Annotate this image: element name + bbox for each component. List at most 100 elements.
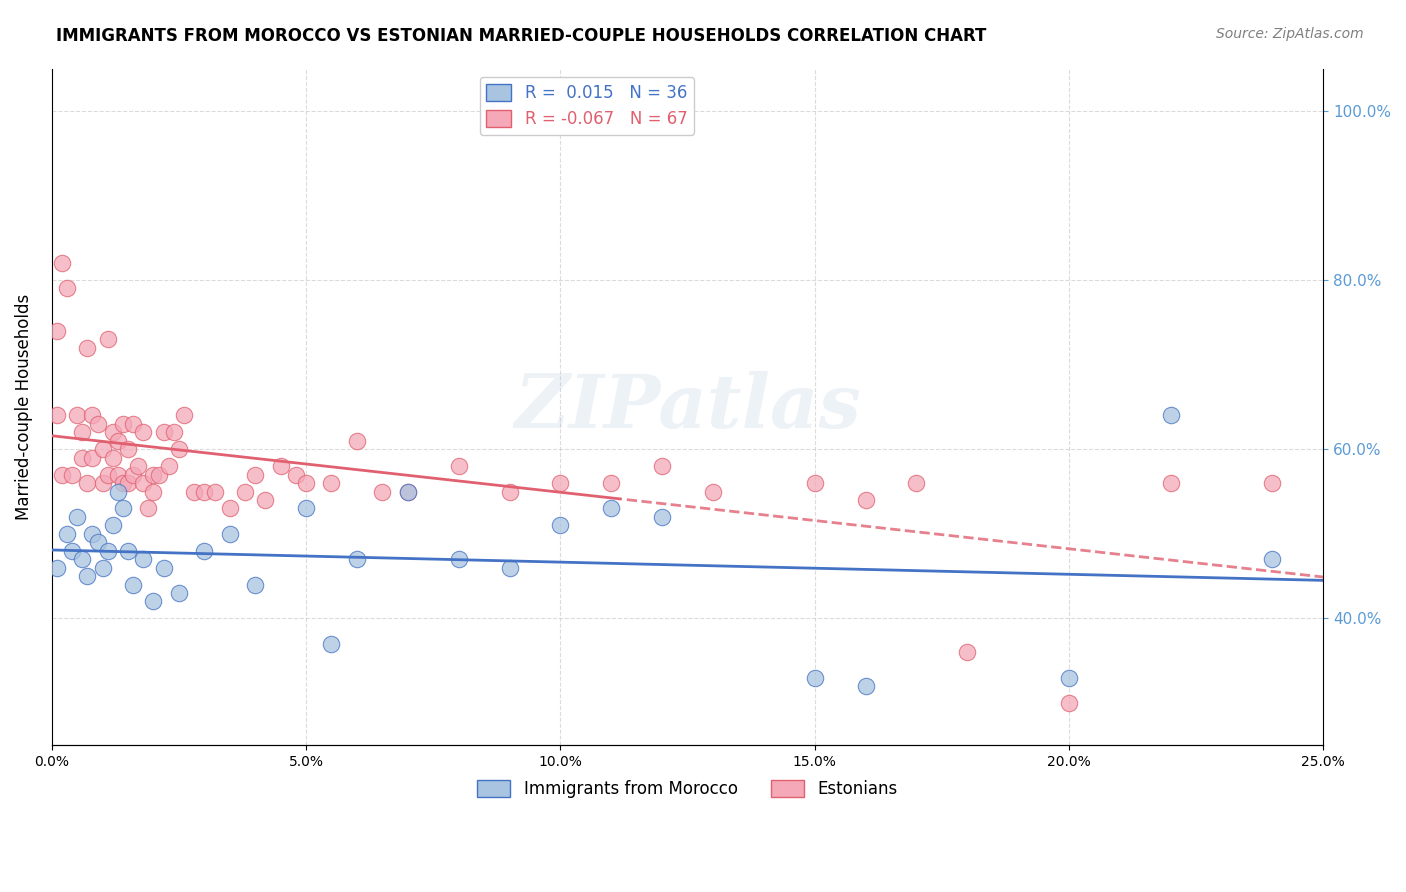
Point	[600, 476, 623, 491]
Point	[550, 518, 572, 533]
Point	[107, 467, 129, 482]
Point	[66, 509, 89, 524]
Point	[1261, 476, 1284, 491]
Point	[183, 484, 205, 499]
Point	[371, 484, 394, 499]
Point	[127, 459, 149, 474]
Point	[82, 450, 104, 465]
Text: ZIPatlas: ZIPatlas	[515, 371, 860, 443]
Point	[122, 577, 145, 591]
Point	[284, 467, 307, 482]
Point	[91, 442, 114, 457]
Point	[157, 459, 180, 474]
Point	[803, 476, 825, 491]
Point	[1261, 552, 1284, 566]
Point	[163, 425, 186, 440]
Point	[1057, 671, 1080, 685]
Point	[132, 476, 155, 491]
Point	[321, 476, 343, 491]
Point	[396, 484, 419, 499]
Point	[107, 484, 129, 499]
Point	[651, 459, 673, 474]
Point	[346, 434, 368, 448]
Point	[193, 484, 215, 499]
Text: IMMIGRANTS FROM MOROCCO VS ESTONIAN MARRIED-COUPLE HOUSEHOLDS CORRELATION CHART: IMMIGRANTS FROM MOROCCO VS ESTONIAN MARR…	[56, 27, 987, 45]
Point	[855, 492, 877, 507]
Point	[101, 450, 124, 465]
Point	[218, 526, 240, 541]
Point	[167, 586, 190, 600]
Point	[321, 637, 343, 651]
Point	[905, 476, 928, 491]
Point	[107, 434, 129, 448]
Point	[233, 484, 256, 499]
Point	[173, 409, 195, 423]
Point	[193, 543, 215, 558]
Point	[956, 645, 979, 659]
Point	[117, 476, 139, 491]
Point	[1057, 696, 1080, 710]
Point	[76, 569, 98, 583]
Point	[111, 501, 134, 516]
Point	[45, 560, 67, 574]
Point	[117, 543, 139, 558]
Point	[600, 501, 623, 516]
Point	[550, 476, 572, 491]
Point	[56, 526, 79, 541]
Point	[152, 560, 174, 574]
Point	[82, 526, 104, 541]
Point	[101, 425, 124, 440]
Text: Source: ZipAtlas.com: Source: ZipAtlas.com	[1216, 27, 1364, 41]
Point	[76, 476, 98, 491]
Point	[447, 552, 470, 566]
Point	[295, 476, 318, 491]
Point	[204, 484, 226, 499]
Point	[218, 501, 240, 516]
Point	[117, 442, 139, 457]
Point	[651, 509, 673, 524]
Point	[132, 552, 155, 566]
Point	[270, 459, 292, 474]
Point	[51, 256, 73, 270]
Point	[111, 476, 134, 491]
Point	[60, 467, 83, 482]
Point	[72, 425, 94, 440]
Legend: Immigrants from Morocco, Estonians: Immigrants from Morocco, Estonians	[471, 773, 904, 805]
Point	[97, 467, 120, 482]
Point	[245, 467, 267, 482]
Point	[167, 442, 190, 457]
Point	[91, 476, 114, 491]
Point	[295, 501, 318, 516]
Point	[122, 467, 145, 482]
Point	[855, 679, 877, 693]
Point	[254, 492, 277, 507]
Point	[72, 552, 94, 566]
Point	[51, 467, 73, 482]
Point	[45, 409, 67, 423]
Point	[72, 450, 94, 465]
Point	[97, 543, 120, 558]
Point	[60, 543, 83, 558]
Point	[91, 560, 114, 574]
Point	[86, 535, 108, 549]
Point	[1160, 409, 1182, 423]
Point	[245, 577, 267, 591]
Point	[702, 484, 724, 499]
Point	[142, 467, 165, 482]
Point	[396, 484, 419, 499]
Point	[138, 501, 160, 516]
Point	[86, 417, 108, 431]
Point	[101, 518, 124, 533]
Y-axis label: Married-couple Households: Married-couple Households	[15, 293, 32, 520]
Point	[142, 484, 165, 499]
Point	[132, 425, 155, 440]
Point	[122, 417, 145, 431]
Point	[97, 332, 120, 346]
Point	[82, 409, 104, 423]
Point	[498, 484, 520, 499]
Point	[447, 459, 470, 474]
Point	[111, 417, 134, 431]
Point	[142, 594, 165, 608]
Point	[1160, 476, 1182, 491]
Point	[45, 324, 67, 338]
